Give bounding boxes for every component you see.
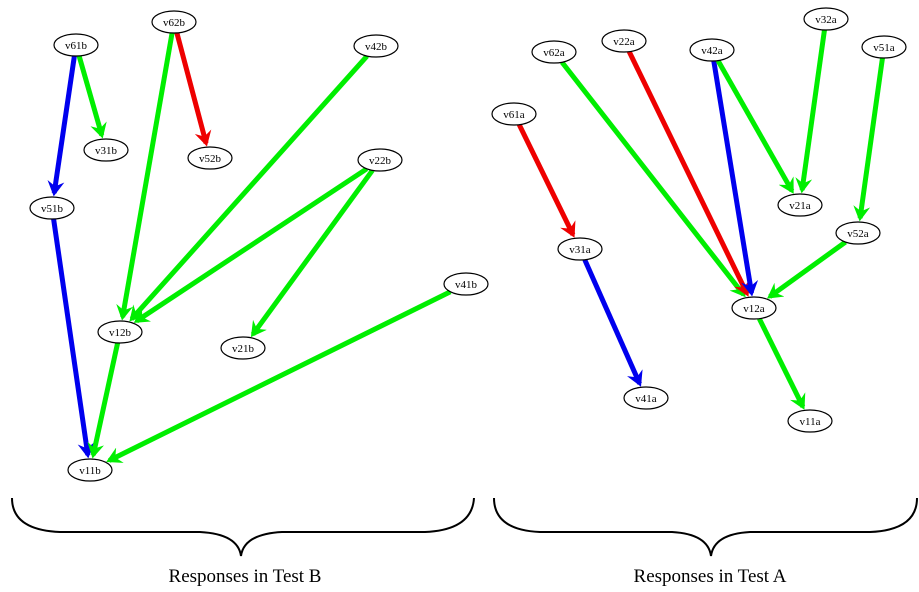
- node-label-v22a: v22a: [613, 36, 635, 48]
- node-label-v41a: v41a: [635, 393, 657, 405]
- edge-v52a-v12a: [767, 240, 847, 299]
- node-label-v11b: v11b: [79, 465, 101, 477]
- node-ellipse-v61b: [53, 33, 99, 57]
- node-ellipse-v51a: [861, 35, 907, 59]
- edge-v12b-v11b: [87, 342, 121, 459]
- nodes-layer: v61b v62b v42b v31b v52b v22b v51b v41b v12b v21b…: [29, 7, 907, 482]
- edge-v42b-v12b: [129, 54, 369, 322]
- node-label-v31a: v31a: [569, 244, 591, 256]
- brace-test-a: [493, 497, 918, 557]
- node-v61a: v61a: [491, 102, 537, 126]
- node-label-v62b: v62b: [163, 17, 186, 29]
- node-ellipse-v22b: [357, 148, 403, 172]
- brace-test-b: [11, 497, 475, 557]
- node-label-v51a: v51a: [873, 42, 895, 54]
- node-label-v12a: v12a: [743, 303, 765, 315]
- node-ellipse-v21b: [220, 336, 266, 360]
- caption-test-b: Responses in Test B: [168, 566, 322, 587]
- node-v61b: v61b: [53, 33, 99, 57]
- edge-v51a-v52a: [853, 57, 885, 222]
- node-v41b: v41b: [443, 272, 489, 296]
- node-label-v52a: v52a: [847, 228, 869, 240]
- node-label-v42a: v42a: [701, 45, 723, 57]
- node-v51b: v51b: [29, 196, 75, 220]
- node-ellipse-v41b: [443, 272, 489, 296]
- node-label-v42b: v42b: [365, 41, 388, 53]
- node-v31a: v31a: [557, 237, 603, 261]
- caption-test-a: Responses in Test A: [633, 566, 787, 587]
- node-ellipse-v21a: [777, 193, 823, 217]
- node-ellipse-v42a: [689, 38, 735, 62]
- node-label-v11a: v11a: [800, 416, 821, 428]
- node-v31b: v31b: [83, 138, 129, 162]
- node-ellipse-v32a: [803, 7, 849, 31]
- edge-v22b-v21b: [250, 168, 375, 338]
- node-label-v51b: v51b: [41, 203, 64, 215]
- node-v11a: v11a: [787, 409, 833, 433]
- edge-v61b-v31b: [76, 55, 107, 139]
- edge-v62b-v52b: [174, 32, 212, 147]
- node-label-v12b: v12b: [109, 327, 132, 339]
- node-label-v61a: v61a: [503, 109, 525, 121]
- node-label-v21b: v21b: [232, 343, 255, 355]
- node-v12a: v12a: [731, 296, 777, 320]
- node-v22b: v22b: [357, 148, 403, 172]
- edge-v22a-v12a: [626, 50, 750, 297]
- node-ellipse-v52b: [187, 146, 233, 170]
- edge-v62b-v12b: [116, 32, 175, 321]
- node-v11b: v11b: [67, 458, 113, 482]
- node-v22a: v22a: [601, 29, 647, 53]
- node-ellipse-v11b: [67, 458, 113, 482]
- node-label-v41b: v41b: [455, 279, 478, 291]
- node-v51a: v51a: [861, 35, 907, 59]
- node-label-v31b: v31b: [95, 145, 118, 157]
- node-ellipse-v52a: [835, 221, 881, 245]
- node-ellipse-v22a: [601, 29, 647, 53]
- node-v42b: v42b: [353, 34, 399, 58]
- edge-v22b-v12b: [133, 166, 369, 324]
- node-label-v61b: v61b: [65, 40, 88, 52]
- edge-v42a-v21a: [715, 59, 795, 194]
- node-ellipse-v62a: [531, 40, 577, 64]
- edge-v61a-v31a: [516, 123, 576, 238]
- node-ellipse-v61a: [491, 102, 537, 126]
- node-v52a: v52a: [835, 221, 881, 245]
- node-v32a: v32a: [803, 7, 849, 31]
- node-ellipse-v12b: [97, 320, 143, 344]
- node-v62a: v62a: [531, 40, 577, 64]
- node-label-v32a: v32a: [815, 14, 837, 26]
- node-ellipse-v62b: [151, 10, 197, 34]
- node-ellipse-v12a: [731, 296, 777, 320]
- edge-v42a-v12a: [711, 60, 759, 297]
- node-label-v22b: v22b: [369, 155, 392, 167]
- node-ellipse-v42b: [353, 34, 399, 58]
- node-ellipse-v11a: [787, 409, 833, 433]
- node-ellipse-v51b: [29, 196, 75, 220]
- node-v41a: v41a: [623, 386, 669, 410]
- edge-v61b-v51b: [47, 55, 77, 197]
- node-v52b: v52b: [187, 146, 233, 170]
- node-v12b: v12b: [97, 320, 143, 344]
- edge-v31a-v41a: [582, 258, 643, 387]
- node-v21a: v21a: [777, 193, 823, 217]
- edges-layer: [47, 29, 885, 463]
- node-ellipse-v31b: [83, 138, 129, 162]
- node-label-v21a: v21a: [789, 200, 811, 212]
- edge-v41b-v11b: [106, 289, 452, 463]
- node-label-v62a: v62a: [543, 47, 565, 59]
- node-ellipse-v31a: [557, 237, 603, 261]
- edge-v12a-v11a: [757, 317, 806, 410]
- node-v62b: v62b: [151, 10, 197, 34]
- edge-v32a-v21a: [795, 29, 827, 194]
- node-v21b: v21b: [220, 336, 266, 360]
- edge-v62a-v12a: [560, 60, 746, 298]
- node-label-v52b: v52b: [199, 153, 222, 165]
- edge-v51b-v11b: [51, 218, 95, 459]
- node-ellipse-v41a: [623, 386, 669, 410]
- node-v42a: v42a: [689, 38, 735, 62]
